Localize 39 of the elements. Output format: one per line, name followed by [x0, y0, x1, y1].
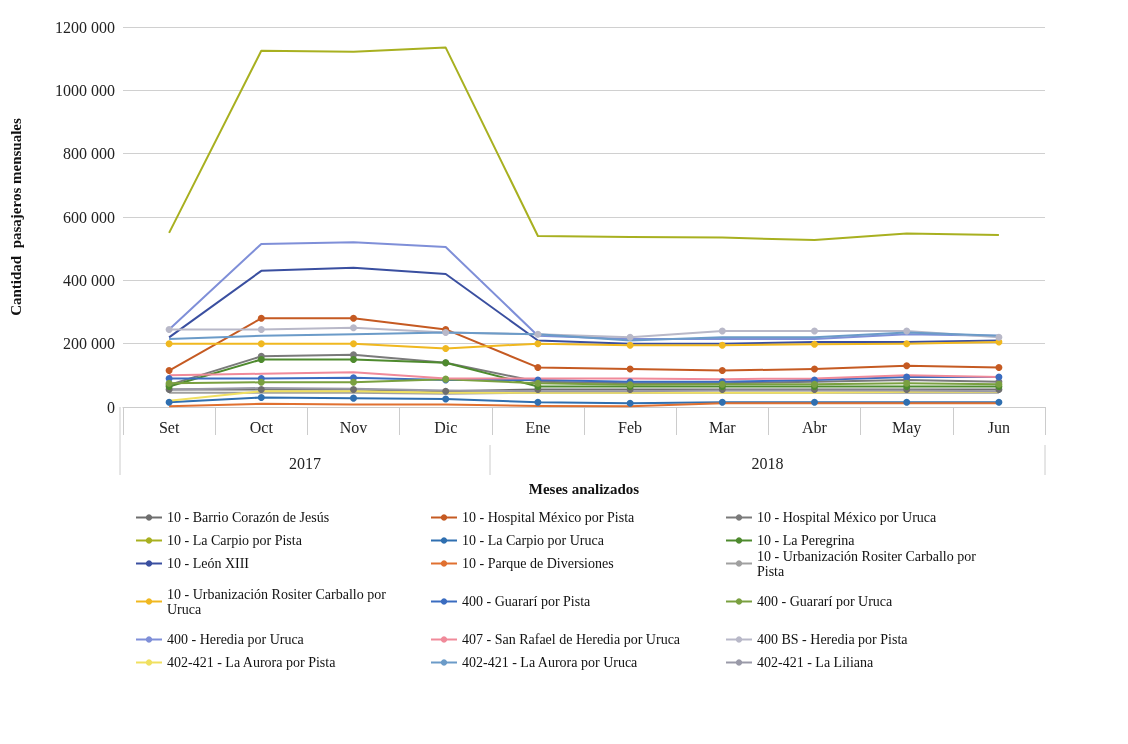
- x-tick-label: Mar: [708, 418, 737, 436]
- legend-label: 10 - La Carpio por Pista: [167, 533, 303, 548]
- legend-label: 10 - Hospital México por Uruca: [757, 510, 938, 525]
- legend-label: 10 - León XIII: [167, 556, 250, 571]
- x-tick-label: Abr: [802, 418, 828, 436]
- legend-label: 400 - Guararí por Pista: [462, 594, 592, 609]
- y-tick-label: 800 000: [63, 145, 115, 163]
- y-axis-title: Cantidad pasajeros mensuales: [7, 118, 24, 316]
- x-tick-label: Dic: [434, 418, 458, 436]
- x-tick-label: Jun: [987, 418, 1011, 436]
- legend-label: 402-421 - La Liliana: [757, 655, 875, 670]
- x-tick-label: Set: [158, 418, 180, 436]
- y-tick-label: 400 000: [63, 271, 115, 289]
- x-tick-label: Nov: [339, 418, 368, 436]
- legend-label: 10 - Parque de Diversiones: [462, 556, 614, 571]
- y-tick-label: 1000 000: [55, 81, 115, 99]
- y-tick-label: 600 000: [63, 208, 115, 226]
- legend-label: 400 BS - Heredia por Pista: [757, 632, 909, 647]
- legend-label: 10 - Hospital México por Pista: [462, 510, 636, 525]
- legend-label: 10 - Urbanización Rositer Carballo por Uruca: [167, 586, 390, 617]
- y-tick-label: 0: [107, 398, 115, 416]
- legend-label: 10 - La Peregrina: [757, 533, 856, 548]
- x-tick-label: Oct: [249, 418, 274, 436]
- x-tick-label: Ene: [525, 418, 551, 436]
- text: 2018: [751, 454, 784, 472]
- y-tick-label: 200 000: [63, 335, 115, 353]
- x-axis-title: Meses analizados: [528, 480, 640, 497]
- legend-label: 400 - Guararí por Uruca: [757, 594, 894, 609]
- legend-label: 10 - Barrio Corazón de Jesús: [167, 510, 330, 525]
- x-tick-label: May: [892, 418, 922, 437]
- legend-label: 402-421 - La Aurora por Uruca: [462, 655, 639, 670]
- legend-label: 407 - San Rafael de Heredia por Uruca: [462, 632, 681, 647]
- legend-label: 402-421 - La Aurora por Pista: [167, 655, 337, 670]
- x-tick-label: Feb: [618, 418, 643, 436]
- legend-label: 400 - Heredia por Uruca: [167, 632, 305, 647]
- legend-label: 10 - La Carpio por Uruca: [462, 533, 605, 548]
- text: 2017: [289, 454, 321, 472]
- legend-label: 10 - Urbanización Rositer Carballo por Pista: [757, 548, 980, 579]
- y-tick-label: 1200 000: [55, 18, 115, 36]
